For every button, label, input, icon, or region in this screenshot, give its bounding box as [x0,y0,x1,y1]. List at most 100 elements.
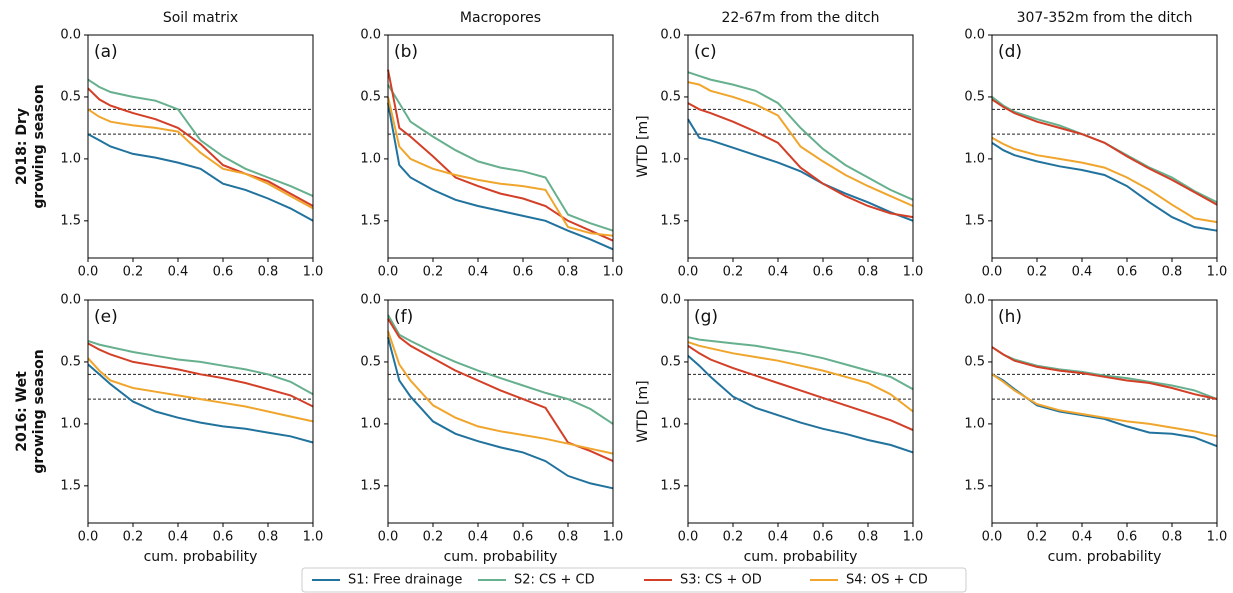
row-label: growing season [31,84,47,208]
data-line [387,336,614,490]
panel-label: (b) [394,42,418,62]
y-tick-label: 1.5 [60,478,81,493]
data-line [387,102,614,251]
x-tick-label: 0.0 [78,530,99,545]
x-tick-label: 0.8 [858,530,879,545]
y-tick-label: 0.5 [964,354,985,369]
y-tick-label: 1.5 [660,478,681,493]
x-tick-label: 0.0 [678,265,699,280]
x-tick-label: 0.4 [168,530,189,545]
data-line [87,78,314,198]
legend-label: S2: CS + CD [514,573,595,588]
x-tick-label: 1.0 [603,530,624,545]
legend-box [301,567,967,593]
data-line [387,314,614,425]
data-line [991,136,1218,224]
data-line [687,344,914,432]
x-tick-label: 0.4 [1072,530,1093,545]
x-tick-label: 0.8 [558,265,579,280]
x-tick-label: 1.0 [1207,265,1228,280]
x-tick-label: 0.2 [423,265,444,280]
y-tick-label: 1.5 [964,478,985,493]
data-line [687,341,914,413]
data-line [687,81,914,207]
panel-label: (g) [694,307,718,327]
x-tick-label: 0.4 [768,265,789,280]
legend-label: S1: Free drainage [348,573,462,588]
data-line [687,355,914,454]
panel-label: (e) [94,307,118,327]
y-tick-label: 1.5 [660,213,681,228]
legend-label: S4: OS + CD [846,573,928,588]
x-tick-label: 0.8 [1162,265,1183,280]
y-tick-label: 1.0 [60,151,81,166]
y-tick-label: 0.0 [964,28,985,43]
x-tick-label: 1.0 [303,265,324,280]
plot-frame [687,299,914,524]
x-tick-label: 0.0 [982,265,1003,280]
row-label: growing season [31,349,47,473]
x-tick-label: 0.2 [123,265,144,280]
x-tick-label: 1.0 [1207,530,1228,545]
data-line [87,87,314,207]
chart-title: Soil matrix [163,10,238,26]
x-tick-label: 0.8 [558,530,579,545]
data-line [387,330,614,455]
x-tick-label: 1.0 [903,265,924,280]
y-tick-label: 1.5 [60,213,81,228]
chart-title: Macropores [460,10,541,26]
x-tick-label: 0.0 [378,265,399,280]
panel-label: (d) [998,42,1022,62]
x-axis-label: cum. probability [744,549,858,565]
data-line [687,118,914,222]
x-tick-label: 0.4 [768,530,789,545]
y-axis-label: WTD [m] [635,380,651,442]
y-tick-label: 0.5 [964,89,985,104]
y-tick-label: 0.0 [360,293,381,308]
plot-frame [991,34,1218,259]
data-line [87,133,314,222]
panel-label: (h) [998,307,1022,327]
y-tick-label: 0.5 [660,89,681,104]
x-tick-label: 0.4 [1072,265,1093,280]
y-tick-label: 1.5 [964,213,985,228]
data-line [991,346,1218,401]
plot-frame [87,299,314,524]
x-tick-label: 0.6 [813,265,834,280]
data-line [387,69,614,242]
row-label: 2016: Wet [14,371,30,452]
y-tick-label: 0.5 [360,354,381,369]
y-tick-label: 0.5 [360,89,381,104]
y-tick-label: 1.0 [964,416,985,431]
x-tick-label: 0.6 [513,265,534,280]
x-tick-label: 1.0 [903,530,924,545]
plot-frame [687,34,914,259]
x-tick-label: 1.0 [603,265,624,280]
data-line [991,98,1218,206]
x-tick-label: 0.4 [168,265,189,280]
data-line [87,108,314,210]
y-tick-label: 0.0 [360,28,381,43]
data-line [991,141,1218,232]
x-tick-label: 0.0 [678,530,699,545]
chart-title: 22-67m from the ditch [721,10,879,26]
x-tick-label: 0.6 [213,530,234,545]
row-label: 2018: Dry [14,108,30,185]
data-line [387,96,614,237]
data-line [387,84,614,232]
x-tick-label: 0.6 [213,265,234,280]
x-tick-label: 0.4 [468,265,489,280]
data-line [387,318,614,463]
y-tick-label: 1.0 [360,151,381,166]
x-tick-label: 0.6 [513,530,534,545]
y-tick-label: 0.0 [964,293,985,308]
data-line [687,102,914,219]
y-tick-label: 1.5 [360,478,381,493]
plot-frame [387,34,614,259]
data-line [687,336,914,391]
y-tick-label: 1.0 [360,416,381,431]
data-line [87,363,314,444]
x-tick-label: 0.8 [258,530,279,545]
y-tick-label: 0.0 [60,293,81,308]
